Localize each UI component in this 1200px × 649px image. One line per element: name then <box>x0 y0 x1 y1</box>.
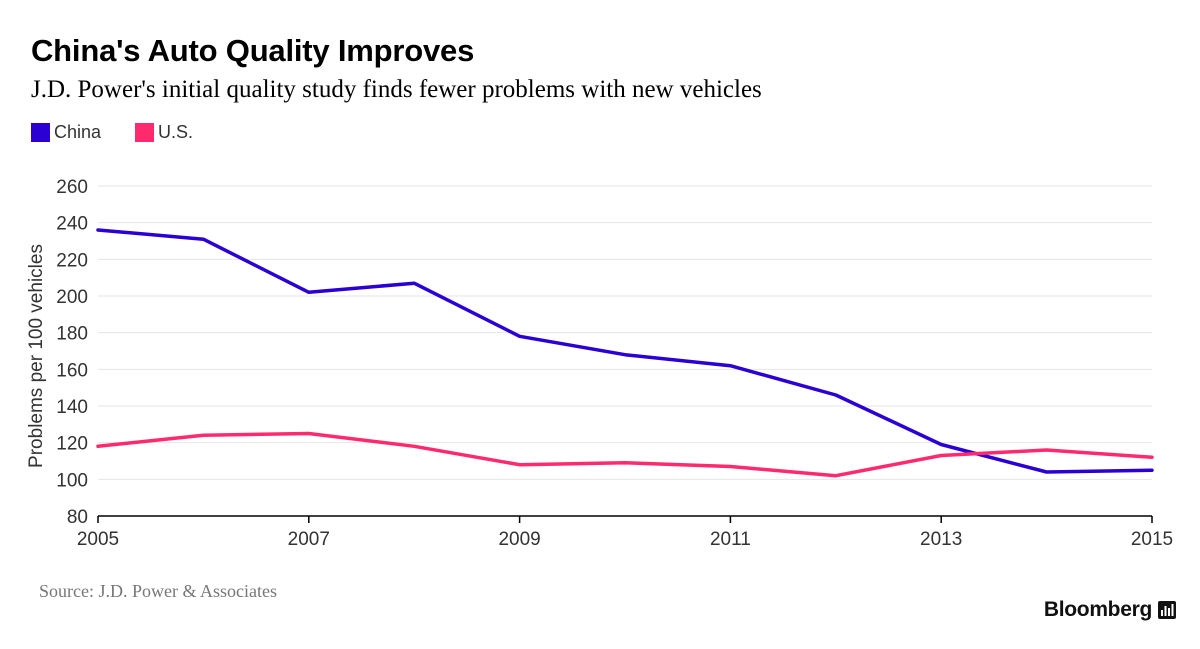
brand-name: Bloomberg <box>1043 598 1152 621</box>
legend-label-china: China <box>54 122 102 142</box>
y-tick-label-80: 80 <box>67 507 88 528</box>
y-tick-label-160: 160 <box>56 360 88 381</box>
legend-swatch-us <box>135 123 155 142</box>
x-tick-label-2009: 2009 <box>498 529 540 550</box>
y-tick-label-200: 200 <box>56 287 88 308</box>
legend-item-us: U.S. <box>135 122 193 143</box>
y-tick-label-260: 260 <box>56 177 88 198</box>
y-tick-label-180: 180 <box>56 324 88 345</box>
y-tick-label-220: 220 <box>56 250 88 271</box>
x-tick-label-2013: 2013 <box>920 529 962 550</box>
x-tick-label-2005: 2005 <box>77 529 119 550</box>
x-axis-ticks: 2005 2007 2009 2011 2013 2015 <box>77 516 1173 550</box>
series-lines <box>96 228 1154 478</box>
y-axis-ticks: 80 100 120 140 160 180 200 220 240 260 <box>56 177 88 528</box>
y-tick-label-140: 140 <box>56 397 88 418</box>
x-tick-label-2011: 2011 <box>710 529 751 550</box>
bloomberg-chart-icon <box>1158 601 1176 619</box>
legend-item-china: China <box>31 122 101 143</box>
chart-subtitle: J.D. Power's initial quality study finds… <box>31 76 762 103</box>
y-tick-label-100: 100 <box>56 470 88 491</box>
gridlines <box>98 185 1152 517</box>
legend-label-us: U.S. <box>158 122 194 142</box>
y-tick-label-240: 240 <box>56 214 88 235</box>
legend-swatch-china <box>31 123 50 142</box>
y-axis-label: Problems per 100 vehicles <box>26 244 47 468</box>
legend: China U.S. <box>31 122 227 143</box>
chart-title: China's Auto Quality Improves <box>31 33 475 68</box>
x-tick-label-2015: 2015 <box>1131 529 1173 550</box>
source-note: Source: J.D. Power & Associates <box>39 581 277 601</box>
series-line-us <box>96 431 1154 478</box>
y-tick-label-120: 120 <box>56 434 88 455</box>
x-tick-label-2007: 2007 <box>288 529 330 550</box>
brand-logo: Bloomberg <box>1044 598 1176 622</box>
